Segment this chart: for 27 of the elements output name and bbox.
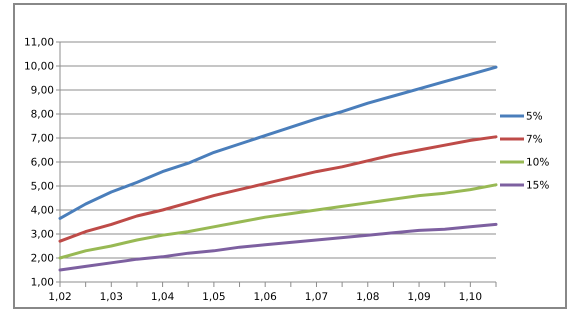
- legend-label: 7%: [526, 134, 543, 146]
- x-tick-label: 1,06: [253, 291, 278, 303]
- y-tick-label: 10,00: [24, 60, 54, 73]
- legend-label: 15%: [526, 180, 550, 192]
- x-tick-label: 1,05: [202, 291, 226, 303]
- legend-label: 5%: [526, 110, 543, 123]
- y-tick-label: 6,00: [30, 156, 54, 169]
- x-tick-label: 1,03: [100, 291, 123, 303]
- y-tick-label: 2,00: [30, 252, 54, 265]
- x-tick-label: 1,02: [48, 291, 72, 303]
- y-tick-label: 7,00: [30, 132, 54, 145]
- y-tick-label: 8,00: [30, 108, 54, 121]
- x-tick-label: 1,04: [150, 291, 175, 303]
- line-series: [58, 66, 498, 220]
- x-tick-label: 1,09: [407, 291, 431, 303]
- line-series: [58, 183, 498, 260]
- y-tick-label: 3,00: [30, 228, 54, 241]
- y-tick-label: 9,00: [30, 84, 54, 97]
- x-tick-label: 1,07: [304, 291, 328, 303]
- y-tick-label: 1,00: [30, 276, 54, 289]
- y-tick-label: 11,00: [24, 36, 54, 49]
- y-tick-label: 5,00: [30, 180, 54, 193]
- y-tick-label: 4,00: [30, 204, 54, 217]
- x-tick-label: 1,08: [356, 291, 380, 303]
- line-series: [58, 222, 498, 272]
- x-tick-label: 1,10: [458, 291, 482, 303]
- legend-label: 10%: [526, 156, 550, 169]
